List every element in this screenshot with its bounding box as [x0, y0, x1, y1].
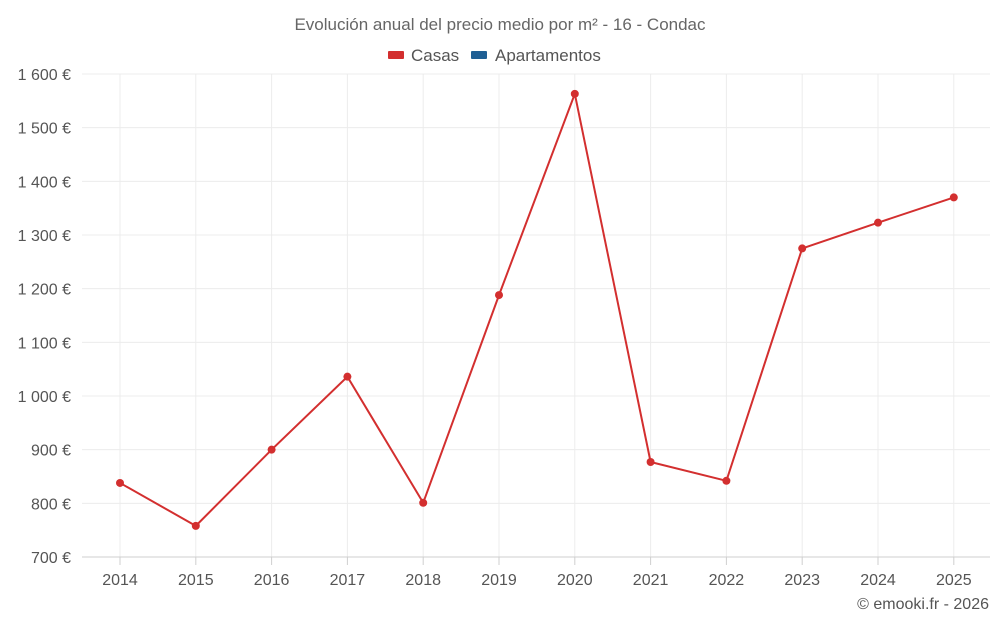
legend-swatch-apartamentos [471, 51, 487, 59]
legend-label-apartamentos: Apartamentos [495, 46, 601, 65]
x-tick-label: 2022 [709, 572, 745, 589]
y-tick-label: 1 400 € [18, 174, 71, 191]
legend: Casas Apartamentos [388, 46, 601, 65]
x-tick-label: 2023 [784, 572, 820, 589]
x-tick-label: 2025 [936, 572, 972, 589]
y-tick-label: 900 € [31, 443, 71, 460]
y-tick-label: 700 € [31, 550, 71, 567]
data-point-casas-2018[interactable] [419, 498, 428, 507]
y-tick-label: 1 300 € [18, 228, 71, 245]
data-point-casas-2016[interactable] [267, 445, 276, 454]
x-tick-label: 2020 [557, 572, 593, 589]
axis-layer: 1 600 € 1 500 € 1 400 € 1 300 € 1 200 € 1 100… [18, 67, 990, 589]
x-tick-label: 2024 [860, 572, 896, 589]
data-point-casas-2014[interactable] [116, 478, 124, 487]
data-point-casas-2017[interactable] [343, 372, 352, 381]
chart-title: Evolución anual del precio medio por m² … [294, 15, 706, 34]
data-point-casas-2021[interactable] [646, 458, 655, 467]
grid-layer [82, 73, 990, 558]
y-tick-label: 1 600 € [18, 67, 71, 84]
data-point-casas-2015[interactable] [191, 521, 200, 530]
data-point-casas-2022[interactable] [722, 476, 731, 485]
x-tick-label: 2014 [102, 572, 138, 589]
legend-label-casas: Casas [411, 46, 459, 65]
y-tick-label: 1 200 € [18, 282, 71, 299]
data-point-casas-2025[interactable] [949, 193, 958, 202]
series-layer [116, 89, 958, 530]
data-point-casas-2019[interactable] [495, 291, 503, 300]
x-tick-label: 2019 [481, 572, 517, 589]
series-line-casas [119, 92, 955, 527]
data-point-casas-2020[interactable] [570, 89, 579, 98]
x-tick-label: 2017 [330, 572, 366, 589]
data-point-casas-2024[interactable] [874, 218, 882, 227]
x-tick-label: 2021 [633, 572, 669, 589]
legend-item-apartamentos[interactable]: Apartamentos [471, 46, 601, 65]
x-tick-label: 2018 [405, 572, 441, 589]
legend-item-casas[interactable]: Casas [388, 46, 459, 65]
x-tick-label: 2015 [178, 572, 214, 589]
y-tick-label: 1 000 € [18, 389, 71, 406]
legend-swatch-casas [388, 51, 404, 59]
credit-text: © emooki.fr - 2026 [857, 596, 989, 613]
y-tick-label: 800 € [31, 496, 71, 513]
data-point-casas-2023[interactable] [798, 244, 807, 253]
y-tick-label: 1 500 € [18, 121, 71, 138]
x-tick-label: 2016 [254, 572, 290, 589]
y-tick-label: 1 100 € [18, 335, 71, 352]
